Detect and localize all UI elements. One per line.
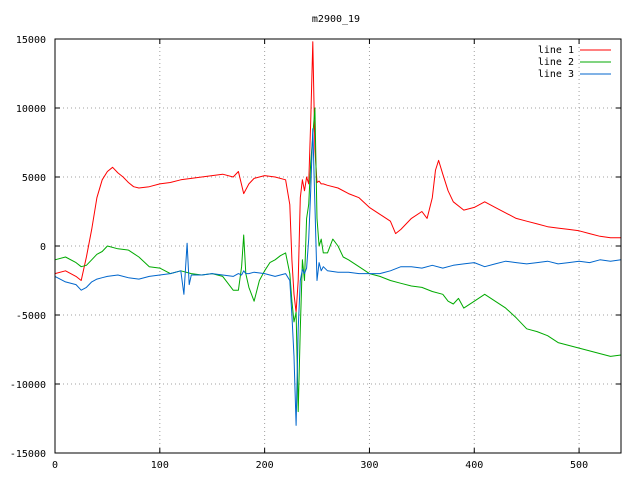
x-tick-label: 300: [360, 460, 378, 471]
y-tick-label: 10000: [16, 104, 46, 115]
series-line-2: [54, 107, 622, 413]
y-tick-label: 15000: [16, 35, 46, 46]
x-tick-label: 400: [465, 460, 483, 471]
legend-label-3: line 3: [538, 69, 574, 80]
x-tick-label: 200: [256, 460, 274, 471]
y-tick-label: 0: [40, 242, 46, 253]
grid: [55, 39, 621, 453]
series-line-1: [54, 41, 621, 313]
chart-title: m2900_19: [312, 14, 360, 25]
y-tick-label: -10000: [10, 380, 46, 391]
y-tick-label: -5000: [16, 311, 46, 322]
legend-label-2: line 2: [538, 57, 574, 68]
ticks: 0 100 200 300 400 500 -15000 -10000 -5000 0 5000 10…: [10, 35, 621, 471]
x-tick-label: 100: [151, 460, 169, 471]
y-tick-label: -15000: [10, 449, 46, 460]
series-group: [54, 41, 622, 426]
y-tick-label: 5000: [22, 173, 46, 184]
legend-label-1: line 1: [538, 45, 574, 56]
x-tick-label: 500: [570, 460, 588, 471]
series-line-3: [54, 128, 622, 426]
x-tick-label: 0: [52, 460, 58, 471]
